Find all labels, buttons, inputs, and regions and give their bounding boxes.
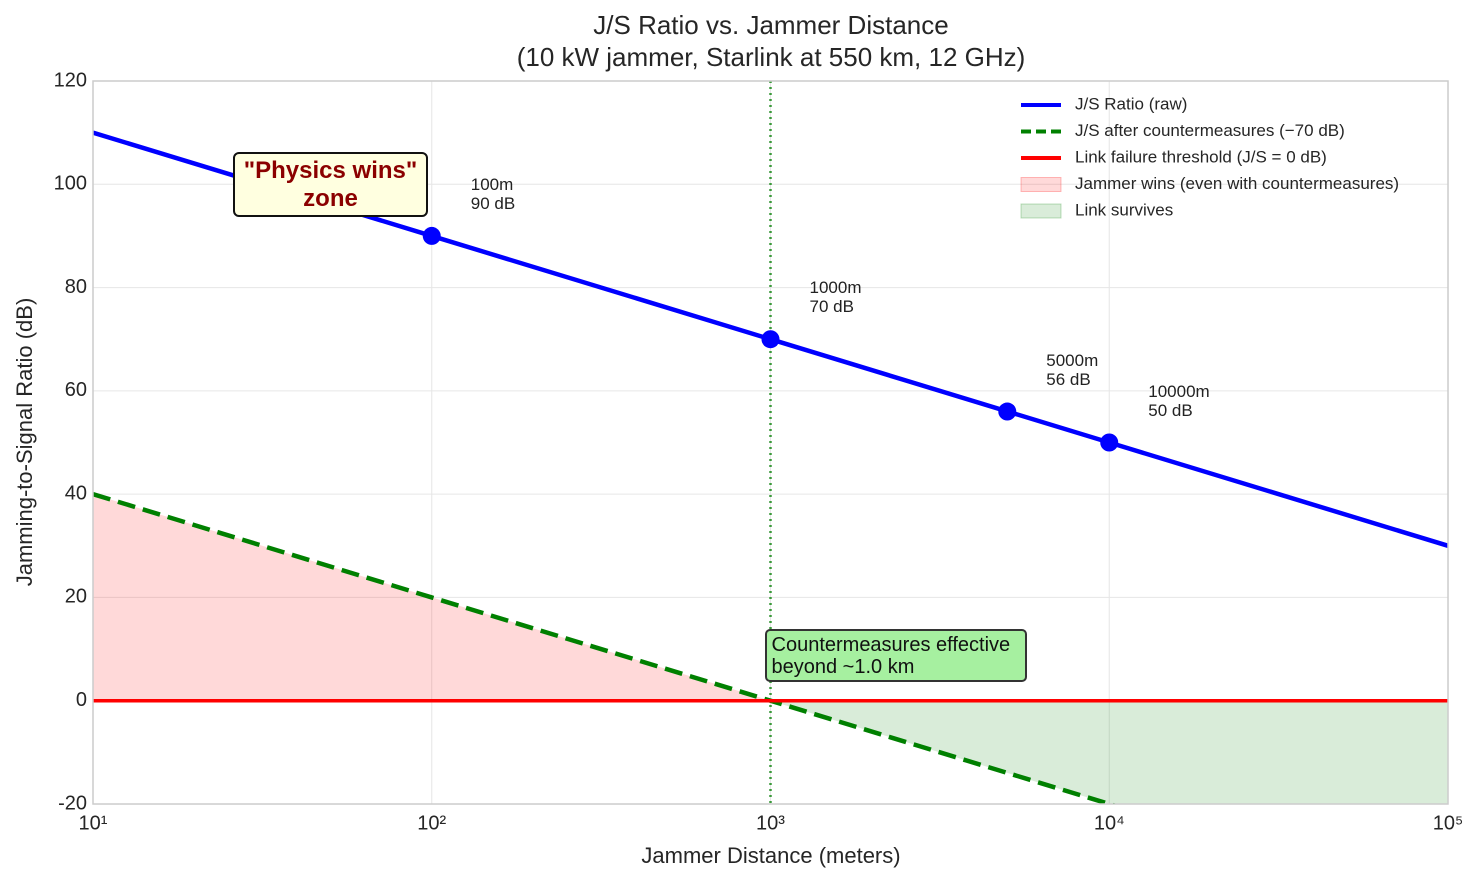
data-point <box>422 226 441 245</box>
data-label: 5000m 56 dB <box>1046 350 1099 389</box>
legend-label: J/S Ratio (raw) <box>1075 94 1187 113</box>
x-tick-label: 10² <box>417 812 446 834</box>
legend-label: J/S after countermeasures (−70 dB) <box>1075 121 1345 140</box>
chart-title: J/S Ratio vs. Jammer Distance <box>593 10 948 40</box>
data-label: 100m 90 dB <box>470 174 516 213</box>
area-fill <box>93 494 1448 701</box>
data-point <box>761 330 780 349</box>
y-tick-label: 100 <box>54 173 87 195</box>
y-tick-label: 120 <box>54 69 87 91</box>
y-tick-label: -20 <box>58 792 87 814</box>
annotation: Countermeasures effective beyond ~1.0 km <box>764 629 1027 682</box>
legend-swatch <box>1020 177 1062 192</box>
y-axis-label: Jamming-to-Signal Ratio (dB) <box>12 298 37 587</box>
y-tick-label: 60 <box>65 379 87 401</box>
y-tick-label: 0 <box>76 689 87 711</box>
legend-label: Link failure threshold (J/S = 0 dB) <box>1075 147 1327 166</box>
annotation: "Physics wins" zone <box>233 152 428 217</box>
chart-subtitle: (10 kW jammer, Starlink at 550 km, 12 GH… <box>517 42 1026 72</box>
plot-frame <box>92 80 1449 805</box>
x-tick-label: 10¹ <box>79 812 108 834</box>
legend-label: Jammer wins (even with countermeasures) <box>1075 174 1399 193</box>
x-axis-label: Jammer Distance (meters) <box>641 843 900 868</box>
data-label: 1000m 70 dB <box>809 278 862 317</box>
x-tick-label: 10³ <box>756 812 785 834</box>
legend-label: Link survives <box>1075 200 1173 219</box>
legend-swatch <box>1020 203 1062 219</box>
area-fill <box>770 700 1448 804</box>
y-tick-label: 20 <box>65 586 87 608</box>
data-point <box>998 402 1017 421</box>
y-tick-label: 40 <box>65 482 87 504</box>
y-tick-label: 80 <box>65 276 87 298</box>
x-tick-label: 10⁴ <box>1094 812 1125 834</box>
x-tick-label: 10⁵ <box>1433 812 1464 834</box>
data-point <box>1100 433 1119 452</box>
data-label: 10000m 50 dB <box>1148 381 1210 420</box>
